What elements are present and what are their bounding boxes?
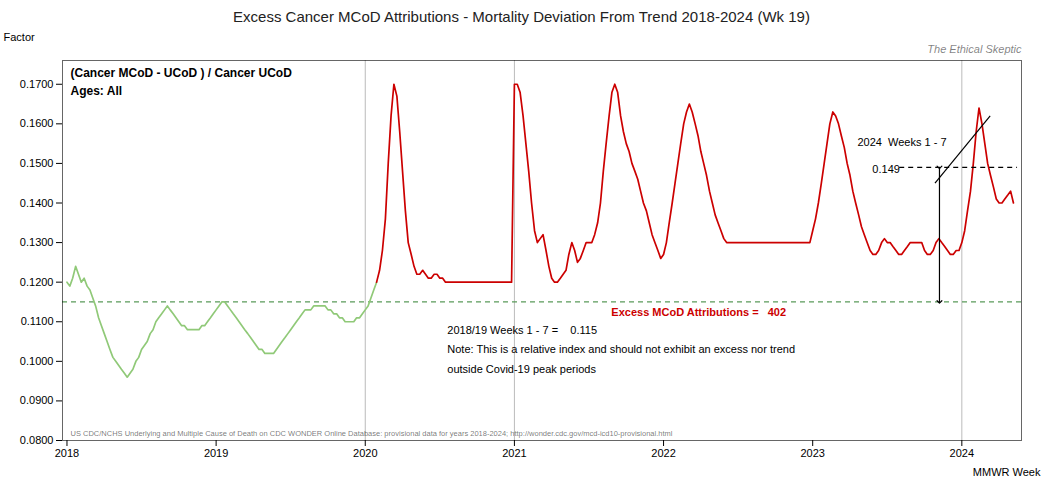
svg-text:0.1600: 0.1600 [20, 117, 54, 129]
svg-text:2018/19 Weeks 1 - 7 = 0.115: 2018/19 Weeks 1 - 7 = 0.115 [447, 324, 597, 336]
svg-text:0.1500: 0.1500 [20, 157, 54, 169]
svg-text:2024: 2024 [950, 447, 974, 459]
svg-text:0.0800: 0.0800 [20, 434, 54, 446]
svg-text:2023: 2023 [800, 447, 824, 459]
svg-text:Ages: All: Ages: All [71, 84, 123, 98]
svg-text:0.1100: 0.1100 [21, 315, 54, 327]
svg-text:0.1200: 0.1200 [20, 276, 54, 288]
svg-text:0.1000: 0.1000 [20, 355, 54, 367]
svg-text:0.149: 0.149 [872, 163, 900, 175]
svg-text:US CDC/NCHS Underlying and Mul: US CDC/NCHS Underlying and Multiple Caus… [71, 429, 673, 438]
svg-text:The Ethical Skeptic: The Ethical Skeptic [927, 43, 1022, 55]
svg-text:2024 Weeks 1 - 7: 2024 Weeks 1 - 7 [857, 135, 946, 147]
svg-text:Excess MCoD Attributions = 4: Excess MCoD Attributions = 402 [611, 306, 786, 318]
svg-text:0.1300: 0.1300 [20, 236, 54, 248]
svg-text:Note: This is a relative index: Note: This is a relative index and shoul… [447, 343, 795, 355]
svg-text:2019: 2019 [204, 447, 228, 459]
svg-text:outside Covid-19 peak periods: outside Covid-19 peak periods [447, 363, 596, 375]
svg-text:(Cancer MCoD - UCoD ) / Cancer: (Cancer MCoD - UCoD ) / Cancer UCoD [71, 66, 293, 80]
svg-text:0.1700: 0.1700 [20, 78, 54, 90]
svg-text:2020: 2020 [353, 447, 377, 459]
svg-text:2022: 2022 [651, 447, 675, 459]
svg-text:2021: 2021 [502, 447, 526, 459]
svg-text:Factor: Factor [4, 31, 36, 43]
svg-text:0.1400: 0.1400 [20, 197, 54, 209]
svg-text:2018: 2018 [55, 447, 79, 459]
svg-text:MMWR Week: MMWR Week [973, 466, 1041, 478]
html-text:Excess Cancer MCoD Attribution: Excess Cancer MCoD Attributions - Mortal… [233, 8, 810, 25]
svg-text:0.0900: 0.0900 [20, 394, 54, 406]
